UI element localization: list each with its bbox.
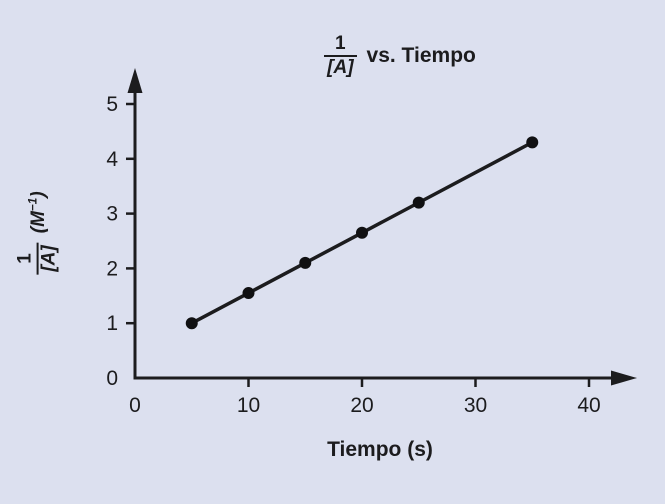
y-axis-fraction-denominator: [A] <box>37 242 62 275</box>
data-point <box>299 256 312 269</box>
y-axis-unit-base: (M <box>27 211 49 234</box>
data-point <box>356 226 368 239</box>
data-point <box>185 317 198 330</box>
y-axis-arrow <box>127 68 143 93</box>
x-tick-label: 0 <box>129 394 141 417</box>
y-tick-label: 2 <box>106 257 118 280</box>
y-axis-unit: (M−1) <box>26 191 49 233</box>
data-point <box>526 136 539 149</box>
data-point <box>242 287 255 300</box>
y-tick-label: 0 <box>106 367 118 390</box>
y-tick-label: 3 <box>106 203 118 226</box>
y-axis-unit-exponent: −1 <box>26 197 40 212</box>
title-fraction: 1 [A] <box>324 33 357 80</box>
y-tick-label: 5 <box>106 93 118 116</box>
chart-title-text: vs. Tiempo <box>366 44 476 68</box>
y-axis-fraction-numerator: 1 <box>14 253 36 264</box>
x-tick-label: 10 <box>237 394 260 417</box>
y-axis-label: 1 [A] (M−1) <box>14 191 62 275</box>
x-tick-label: 20 <box>350 394 373 417</box>
title-fraction-denominator: [A] <box>324 55 357 79</box>
y-tick-label: 1 <box>106 312 118 335</box>
y-axis-unit-close: ) <box>27 191 49 198</box>
x-axis-label: Tiempo (s) <box>327 438 433 461</box>
x-axis-arrow <box>611 370 637 386</box>
y-axis-fraction: 1 [A] <box>14 242 62 275</box>
data-line <box>190 140 534 325</box>
x-tick-label: 40 <box>577 394 600 417</box>
chart-title: 1 [A] vs. Tiempo <box>135 33 665 80</box>
title-fraction-numerator: 1 <box>335 33 346 54</box>
data-point <box>412 196 425 209</box>
y-tick-label: 4 <box>106 148 118 171</box>
x-tick-label: 30 <box>464 394 487 417</box>
